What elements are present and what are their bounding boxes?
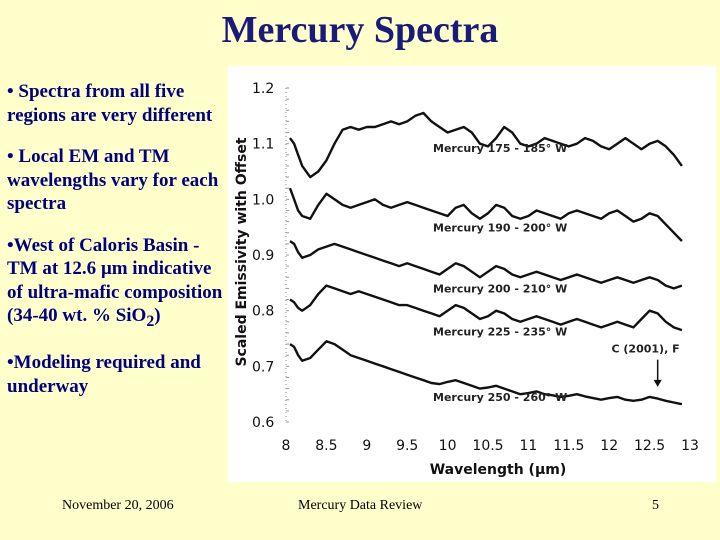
bullet-item: •Modeling required and underway [7,352,201,397]
bullet-item: •West of Caloris Basin - TM at 12.6 μm i… [7,234,229,334]
y-axis-label: Scaled Emissivity with Offset [234,137,250,366]
footer-page-number: 5 [652,498,659,513]
series-label: Mercury 250 - 260° W [433,391,567,404]
subscript: 2 [146,312,155,330]
bullet-item: • Local EM and TM wavelengths vary for e… [7,146,219,214]
x-tick-label: 12 [600,438,618,454]
y-tick-label: 1.0 [252,192,274,208]
x-tick-label: 9.5 [396,438,418,454]
footer-date: November 20, 2006 [62,498,174,513]
bullet-text-part: ) [154,305,161,326]
y-tick-label: 0.8 [252,304,274,320]
bullet-item: • Spectra from all five regions are very… [7,81,213,126]
x-tick-label: 8.5 [315,438,337,454]
bullet-text-part: m indicative of ultra-mafic composition … [7,258,223,326]
footer-center: Mercury Data Review [298,498,423,513]
x-tick-label: 8 [282,438,291,454]
y-tick-label: 1.2 [252,81,274,97]
x-tick-label: 9 [362,438,371,454]
y-tick-label: 0.6 [252,415,274,431]
chart-panel: 0.6 0.7 0.8 0.9 1.0 1.1 1.2 8 8.5 9 9.5 10 10.5 11 11.… [228,66,716,482]
mu-symbol: μ [100,258,112,279]
series-label: Mercury 190 - 200° W [433,222,567,235]
y-tick-label: 0.9 [252,248,274,264]
x-tick-label: 12.5 [634,438,665,454]
x-tick-label: 13 [681,438,699,454]
series-label: Mercury 175 - 185° W [433,142,567,155]
annotation-label: C (2001), F [612,342,680,355]
spectra-chart: 0.6 0.7 0.8 0.9 1.0 1.1 1.2 8 8.5 9 9.5 10 10.5 11 11.… [234,81,699,478]
bullet-text-part: •West of Caloris Basin - TM at 12.6 [7,234,200,280]
x-tick-label: 11.5 [553,438,584,454]
series-line [289,240,683,290]
series-line [289,284,683,332]
y-tick-label: 1.1 [252,137,274,153]
series-line [289,340,683,406]
annotation-arrow-head [653,379,662,387]
bullet-list: • Spectra from all five regions are very… [7,80,229,416]
series-line [289,111,683,179]
series-line [288,187,683,242]
x-tick-label: 11 [519,438,537,454]
x-tick-label: 10 [439,438,457,454]
series-label: Mercury 200 - 210° W [433,282,567,295]
y-tick-label: 0.7 [252,359,274,375]
series-label: Mercury 225 - 235° W [433,326,567,339]
x-tick-label: 10.5 [472,438,503,454]
slide-title: Mercury Spectra [221,9,499,51]
x-axis-label: Wavelength (μm) [430,462,567,478]
